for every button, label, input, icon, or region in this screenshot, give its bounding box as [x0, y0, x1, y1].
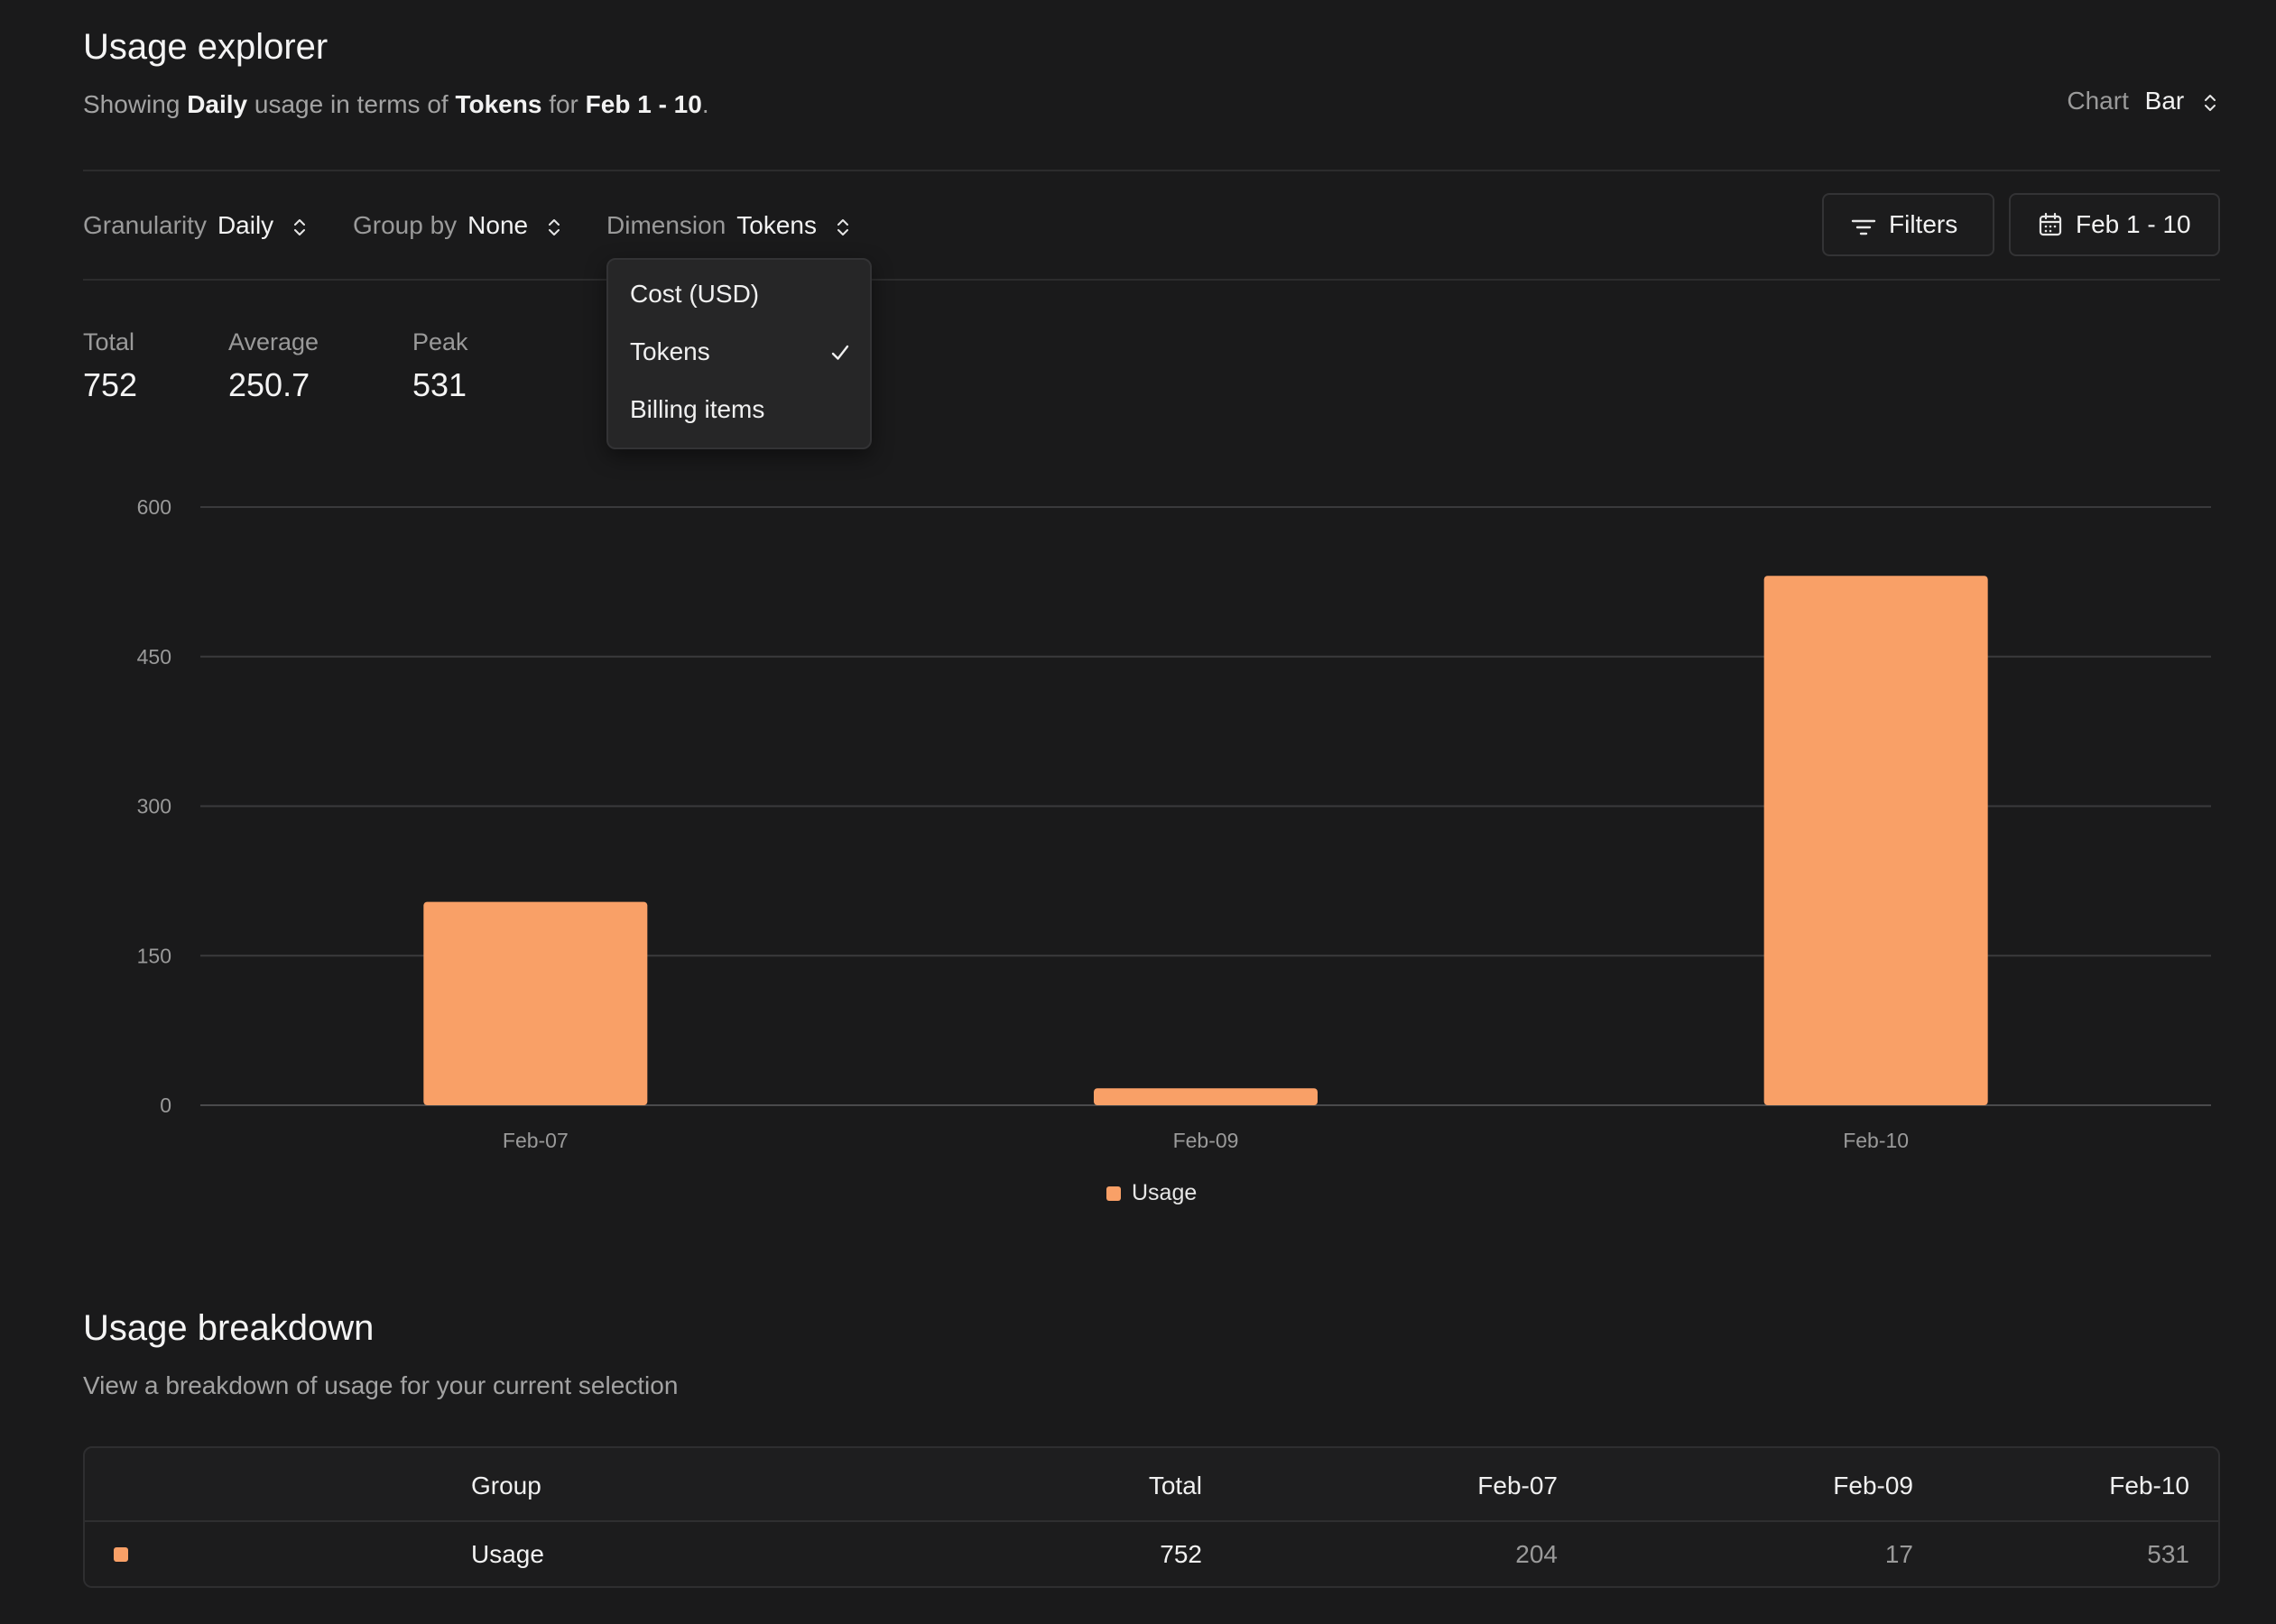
- subtitle-granularity: Daily: [187, 90, 248, 118]
- usage-bar-chart: 0 150 300 450 600 Feb-07 Feb-09 Feb-10: [137, 495, 2211, 1152]
- row-group: Usage: [471, 1540, 544, 1568]
- filter-icon: [1851, 215, 1876, 235]
- row-total: 752: [1160, 1540, 1202, 1568]
- table-header-divider: [85, 1520, 2218, 1522]
- menu-item-cost[interactable]: Cost (USD): [630, 280, 760, 308]
- breakdown-title: Usage breakdown: [83, 1308, 375, 1348]
- row-feb09: 17: [1884, 1540, 1913, 1568]
- chevron-up-down-icon: [293, 217, 306, 237]
- legend-swatch: [1106, 1186, 1121, 1201]
- dimension-select[interactable]: Dimension Tokens: [606, 211, 849, 240]
- page-title: Usage explorer: [83, 27, 328, 67]
- x-tick-label: Feb-07: [503, 1129, 569, 1152]
- column-header-feb09[interactable]: Feb-09: [1833, 1472, 1913, 1499]
- column-header-feb10[interactable]: Feb-10: [2109, 1472, 2189, 1499]
- column-header-total[interactable]: Total: [1148, 1472, 1202, 1499]
- column-header-group[interactable]: Group: [471, 1472, 541, 1499]
- controls-divider: [83, 279, 2220, 281]
- chevron-up-down-icon: [837, 217, 849, 237]
- breakdown-subtitle: View a breakdown of usage for your curre…: [83, 1371, 679, 1399]
- legend-label: Usage: [1132, 1180, 1198, 1205]
- row-feb10: 531: [2147, 1540, 2189, 1568]
- stat-average-value: 250.7: [228, 366, 310, 403]
- dimension-label: Dimension: [606, 211, 726, 239]
- granularity-label: Granularity: [83, 211, 207, 239]
- y-tick-label: 600: [137, 495, 171, 519]
- subtitle-suffix: .: [701, 90, 709, 118]
- table-row-background: [85, 1522, 2218, 1586]
- stat-average-label: Average: [228, 328, 319, 355]
- stat-total-value: 752: [83, 366, 138, 403]
- chart-type-label: Chart: [2067, 87, 2129, 115]
- chevron-up-down-icon: [2204, 93, 2216, 113]
- chart-type-value: Bar: [2144, 87, 2185, 115]
- granularity-value: Daily: [217, 211, 274, 239]
- row-color-swatch: [114, 1547, 128, 1562]
- granularity-select[interactable]: Granularity Daily: [83, 211, 306, 240]
- group-by-value: None: [467, 211, 529, 239]
- chart-type-select[interactable]: Chart Bar: [2067, 87, 2216, 115]
- y-tick-label: 450: [137, 645, 171, 669]
- date-range-button[interactable]: Feb 1 - 10: [2009, 193, 2220, 256]
- group-by-label: Group by: [353, 211, 458, 239]
- group-by-select[interactable]: Group by None: [353, 211, 560, 240]
- menu-item-tokens[interactable]: Tokens: [630, 337, 710, 365]
- x-tick-label: Feb-10: [1843, 1129, 1909, 1152]
- dimension-value: Tokens: [736, 211, 817, 239]
- checkmark-icon: [830, 343, 850, 363]
- stat-peak-value: 531: [412, 366, 467, 403]
- date-range-label: Feb 1 - 10: [2076, 210, 2191, 238]
- y-tick-label: 300: [137, 795, 171, 818]
- stat-peak-label: Peak: [412, 328, 468, 355]
- filters-button[interactable]: Filters: [1822, 193, 1994, 256]
- bar-feb-09[interactable]: [1094, 1088, 1318, 1105]
- stat-total-label: Total: [83, 328, 135, 355]
- menu-item-billing[interactable]: Billing items: [630, 395, 765, 423]
- subtitle-prefix: Showing: [83, 90, 180, 118]
- y-tick-label: 150: [137, 944, 171, 967]
- subtitle-mid1: usage in terms of: [254, 90, 449, 118]
- column-header-feb07[interactable]: Feb-07: [1477, 1472, 1558, 1499]
- row-feb07: 204: [1515, 1540, 1558, 1568]
- header-divider: [83, 170, 2220, 171]
- chart-legend[interactable]: Usage: [1106, 1180, 1197, 1206]
- subtitle-range: Feb 1 - 10: [585, 90, 702, 118]
- calendar-icon: [2038, 212, 2063, 237]
- chevron-up-down-icon: [548, 217, 560, 237]
- x-tick-label: Feb-09: [1173, 1129, 1239, 1152]
- filters-label: Filters: [1889, 210, 1958, 238]
- breakdown-table: Group Total Feb-07 Feb-09 Feb-10 Usage 7…: [83, 1446, 2220, 1588]
- bar-feb-10[interactable]: [1763, 576, 1988, 1105]
- bar-feb-07[interactable]: [423, 901, 648, 1105]
- subtitle-mid2: for: [549, 90, 578, 118]
- dimension-dropdown-menu: Cost (USD) Tokens Billing items: [606, 258, 872, 449]
- subtitle-dimension: Tokens: [455, 90, 542, 118]
- page-subtitle: Showing Daily usage in terms of Tokens f…: [83, 90, 709, 119]
- y-tick-label: 0: [160, 1093, 171, 1117]
